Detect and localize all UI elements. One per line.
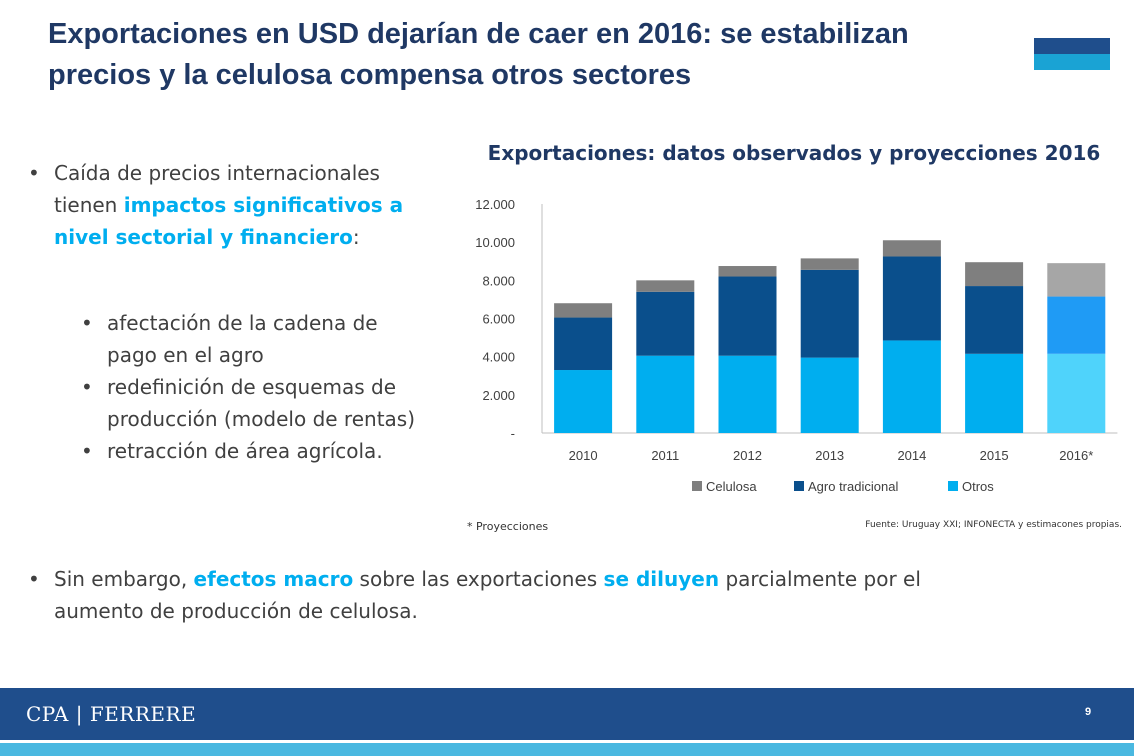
y-tick-label: 2.000 — [482, 388, 515, 403]
legend-label: Celulosa — [706, 479, 757, 494]
bar-segment-otros — [718, 355, 777, 433]
y-tick-label: - — [511, 426, 515, 441]
page-number: 9 — [1084, 706, 1092, 718]
slide-title: Exportaciones en USD dejarían de caer en… — [48, 18, 909, 91]
bullet-text: parcialmente por el aumento de producció… — [54, 567, 921, 623]
bar-segment-otros — [882, 340, 941, 433]
x-tick-label: 2015 — [980, 448, 1009, 463]
bullet-highlight: impactos significativos a nivel sectoria… — [54, 193, 404, 249]
source-note: Fuente: Uruguay XXI; INFONECTA y estimac… — [865, 520, 1122, 530]
stacked-bar-chart: - 2.000 4.000 6.000 8.000 10.000 12.000 2010 201… — [475, 197, 1118, 494]
sub-bullet-list: afectación de la cadena de pago en el ag… — [81, 307, 432, 467]
x-tick-label: 2014 — [897, 448, 926, 463]
bar-segment-agro-tradicional — [882, 256, 941, 341]
legend-swatch — [794, 481, 804, 491]
bar-segment-agro-tradicional — [1047, 296, 1106, 354]
legend-label: Otros — [962, 479, 994, 494]
legend-swatch — [692, 481, 702, 491]
bar-segment-agro-tradicional — [718, 276, 777, 356]
bar-segment-otros — [800, 357, 859, 433]
bullet-text-end: : — [352, 225, 360, 249]
bullet-macro: Sin embargo, efectos macro sobre las exp… — [28, 563, 974, 627]
bar-segment-celulosa — [1047, 263, 1106, 297]
bullet-highlight: efectos macro — [193, 567, 354, 591]
logo-bar-bottom — [1034, 54, 1110, 70]
legend-label: Agro tradicional — [808, 479, 898, 494]
bar-segment-otros — [965, 353, 1024, 433]
sub-bullet-item: afectación de la cadena de pago en el ag… — [81, 307, 432, 371]
logo-bar-top — [1034, 38, 1110, 54]
footer-band — [0, 688, 1134, 740]
bar-segment-celulosa — [965, 262, 1024, 287]
bar-segment-celulosa — [636, 280, 695, 292]
x-tick-label: 2013 — [815, 448, 844, 463]
x-tick-label: 2012 — [733, 448, 762, 463]
bar-segment-celulosa — [554, 303, 613, 318]
y-tick-label: 8.000 — [482, 273, 515, 288]
bar-segment-agro-tradicional — [800, 269, 859, 358]
legend-swatch — [948, 481, 958, 491]
bar-segment-otros — [636, 355, 695, 433]
bullet-text: Sin embargo, — [54, 567, 194, 591]
x-tick-label: 2010 — [569, 448, 598, 463]
bar-segment-celulosa — [882, 240, 941, 257]
bar-segment-celulosa — [718, 266, 777, 277]
y-tick-label: 12.000 — [475, 197, 515, 212]
bar-segment-agro-tradicional — [965, 286, 1024, 354]
bar-segment-otros — [1047, 353, 1106, 433]
bar-segment-celulosa — [800, 258, 859, 270]
bullet-price-drop: Caída de precios internacionales tienen … — [28, 157, 426, 253]
y-tick-label: 6.000 — [482, 312, 515, 327]
bar-segment-agro-tradicional — [636, 291, 695, 356]
bar-segment-otros — [554, 370, 613, 433]
bullet-text: sobre las exportaciones — [353, 567, 604, 591]
chart-title: Exportaciones: datos observados y proyec… — [487, 141, 1101, 165]
x-tick-label: 2016* — [1059, 448, 1093, 463]
y-tick-label: 10.000 — [475, 235, 515, 250]
y-tick-label: 4.000 — [482, 350, 515, 365]
x-tick-label: 2011 — [651, 448, 679, 463]
bullet-highlight: se diluyen — [603, 567, 720, 591]
bar-segment-agro-tradicional — [554, 317, 613, 371]
footnote: * Proyecciones — [467, 520, 549, 533]
bottom-bullet-list: Sin embargo, efectos macro sobre las exp… — [28, 563, 974, 627]
sub-bullet-item: redefinición de esquemas de producción (… — [81, 371, 432, 435]
sub-bullet-item: retracción de área agrícola. — [81, 435, 432, 467]
bullet-text: Caída de precios internacionales tienen — [54, 161, 380, 217]
footer-brand-logo: CPA | FERRERE — [26, 702, 197, 726]
footer-stripe — [0, 743, 1134, 756]
left-bullet-list: Caída de precios internacionales tienen … — [28, 157, 426, 253]
